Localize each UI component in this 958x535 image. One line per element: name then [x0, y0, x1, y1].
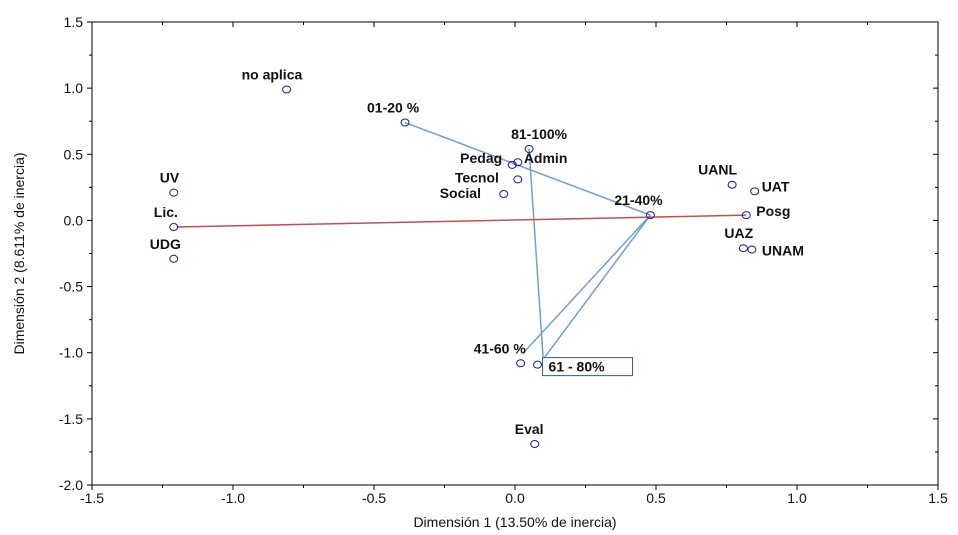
x-tick-label: 0.0	[505, 490, 525, 506]
point-label: 21-40%	[614, 192, 663, 208]
point-label: 01-20 %	[367, 100, 420, 116]
point-marker	[741, 211, 751, 220]
y-tick-label: -1.0	[59, 345, 83, 361]
point-label: UV	[160, 170, 180, 186]
y-axis-label: Dimensión 2 (8.611% de inercia)	[11, 152, 27, 354]
x-tick-label: 0.5	[646, 490, 666, 506]
connection-lines	[176, 121, 747, 360]
point-marker	[747, 245, 757, 254]
y-tick-label: 0.0	[64, 212, 84, 228]
boxed-label-frame	[542, 357, 634, 377]
point-marker	[533, 360, 543, 369]
point-marker	[750, 187, 760, 196]
point-label: UAT	[762, 178, 790, 194]
point-marker	[169, 223, 179, 232]
plot-frame	[91, 21, 939, 486]
x-tick-label: -1.0	[221, 490, 245, 506]
point-marker	[507, 160, 517, 169]
point-marker	[282, 85, 292, 94]
point-marker	[530, 439, 540, 448]
point-marker	[738, 244, 748, 253]
x-tick-label: -1.5	[80, 490, 104, 506]
axes-layer: -1.5 -1.0 -0.5 0.0 0.5 1.0 1.5 1.5 1.0 0.5 0.0 -0.5…	[11, 14, 948, 530]
point-label: Lic.	[154, 204, 178, 220]
y-tick-label: -1.5	[59, 411, 83, 427]
y-tick-label: 0.5	[64, 146, 84, 162]
point-marker	[645, 211, 655, 220]
point-label: UAZ	[724, 225, 753, 241]
y-tick-label: -2.0	[59, 477, 83, 493]
point-marker	[513, 158, 523, 167]
point-label: 61 - 80%	[549, 359, 606, 375]
connection-line	[404, 121, 651, 216]
point-label: Social	[440, 185, 481, 201]
point-label: 41-60 %	[474, 340, 527, 356]
point-label: no aplica	[242, 66, 303, 82]
connection-line	[542, 214, 651, 360]
point-label: Admin	[524, 150, 568, 166]
point-label: 81-100%	[511, 126, 568, 142]
point-label: UNAM	[762, 243, 804, 259]
x-tick-label: -0.5	[362, 490, 386, 506]
point-label: Pedag	[460, 150, 502, 166]
connection-line	[522, 214, 651, 354]
point-label: Tecnol	[455, 169, 499, 185]
point-marker	[727, 180, 737, 189]
point-label: Posg	[756, 203, 790, 219]
y-tick-label: 1.5	[64, 14, 84, 30]
point-marker	[169, 254, 179, 263]
y-tick-label: -0.5	[59, 279, 83, 295]
y-tick-label: 1.0	[64, 80, 84, 96]
point-label: Eval	[515, 421, 544, 437]
point-marker	[524, 144, 534, 153]
point-marker	[169, 188, 179, 197]
x-tick-label: 1.5	[928, 490, 948, 506]
data-points: no aplica 01-20 % 81-100% Pedag Admin TecnolS…	[150, 66, 804, 448]
point-marker	[400, 118, 410, 127]
point-label: UANL	[698, 162, 737, 178]
point-marker	[499, 189, 509, 198]
connection-line	[176, 214, 747, 228]
x-axis-label: Dimensión 1 (13.50% de inercia)	[413, 514, 616, 530]
point-marker	[516, 359, 526, 368]
x-tick-label: 1.0	[787, 490, 807, 506]
connection-line	[528, 148, 544, 360]
point-marker	[513, 175, 523, 184]
point-label: UDG	[150, 236, 181, 252]
